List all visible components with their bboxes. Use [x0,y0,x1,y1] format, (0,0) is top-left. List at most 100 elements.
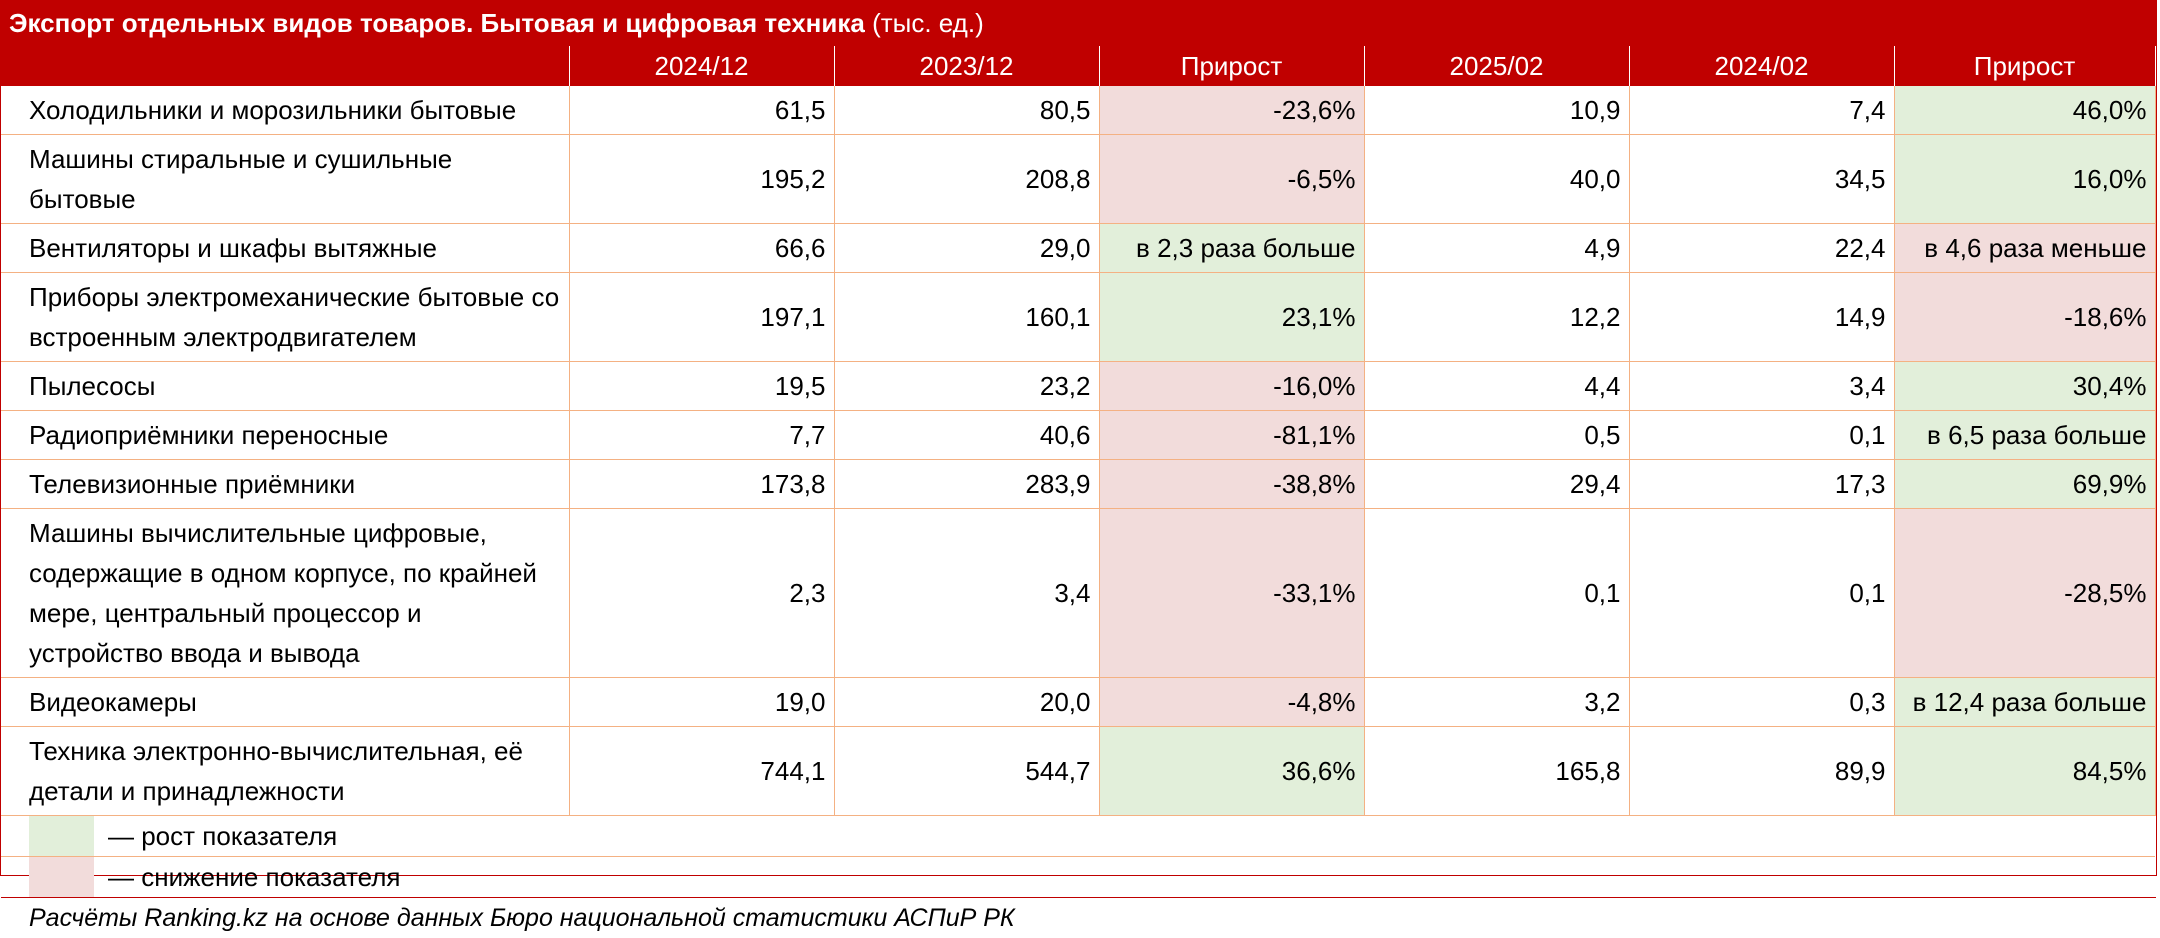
cell-value-2024-02: 3,4 [1629,361,1895,411]
legend-growth-row: — рост показателя [1,815,2155,857]
table-row: Техника электронно-вычислительная, её де… [1,726,2156,816]
cell-value-2024-02: 7,4 [1629,86,1895,135]
header-2024-02: 2024/02 [1629,46,1895,86]
cell-value-2024-02: 89,9 [1629,726,1895,816]
table-row: Приборы электромеханические бытовые со в… [1,272,2156,362]
cell-growth-1: в 2,3 раза больше [1099,223,1365,273]
header-2023-12: 2023/12 [834,46,1100,86]
cell-value-2025-02: 40,0 [1364,134,1630,224]
table-row: Видеокамеры 19,0 20,0 -4,8% 3,2 0,3 в 12,4 раз… [1,677,2156,727]
cell-value-2025-02: 0,1 [1364,508,1630,678]
row-label: Машины стиральные и сушильные бытовые [1,134,570,224]
cell-growth-2: в 12,4 раза больше [1894,677,2156,727]
header-2025-02: 2025/02 [1364,46,1630,86]
cell-value-2025-02: 0,5 [1364,410,1630,460]
cell-value-2023-12: 3,4 [834,508,1100,678]
table-body: Холодильники и морозильники бытовые 61,5 8… [1,86,2156,816]
row-label: Радиоприёмники переносные [1,410,570,460]
header-growth-1: Прирост [1099,46,1365,86]
cell-value-2025-02: 12,2 [1364,272,1630,362]
cell-value-2023-12: 283,9 [834,459,1100,509]
table-row: Телевизионные приёмники 173,8 283,9 -38,8% 2… [1,459,2156,509]
cell-growth-2: -18,6% [1894,272,2156,362]
cell-growth-1: -33,1% [1099,508,1365,678]
header-row: 2024/12 2023/12 Прирост 2025/02 2024/02 … [1,46,2156,86]
cell-value-2024-12: 19,0 [569,677,835,727]
row-label: Техника электронно-вычислительная, её де… [1,726,570,816]
cell-value-2025-02: 29,4 [1364,459,1630,509]
table-title: Экспорт отдельных видов товаров. Бытовая… [1,1,2156,46]
cell-value-2024-12: 173,8 [569,459,835,509]
row-label: Холодильники и морозильники бытовые [1,86,570,135]
cell-growth-1: -23,6% [1099,86,1365,135]
cell-growth-1: -4,8% [1099,677,1365,727]
cell-value-2025-02: 3,2 [1364,677,1630,727]
cell-value-2024-12: 195,2 [569,134,835,224]
cell-value-2024-12: 744,1 [569,726,835,816]
cell-value-2023-12: 160,1 [834,272,1100,362]
table-row: Холодильники и морозильники бытовые 61,5 8… [1,86,2156,135]
cell-growth-1: -6,5% [1099,134,1365,224]
cell-growth-2: 16,0% [1894,134,2156,224]
cell-value-2024-12: 7,7 [569,410,835,460]
cell-value-2024-02: 17,3 [1629,459,1895,509]
cell-growth-2: 30,4% [1894,361,2156,411]
cell-growth-2: в 4,6 раза меньше [1894,223,2156,273]
cell-value-2024-12: 197,1 [569,272,835,362]
cell-growth-1: -81,1% [1099,410,1365,460]
header-2024-12: 2024/12 [569,46,835,86]
row-label: Приборы электромеханические бытовые со в… [1,272,570,362]
cell-value-2023-12: 23,2 [834,361,1100,411]
row-label: Телевизионные приёмники [1,459,570,509]
cell-value-2023-12: 40,6 [834,410,1100,460]
cell-value-2024-02: 0,1 [1629,410,1895,460]
cell-value-2023-12: 20,0 [834,677,1100,727]
cell-value-2025-02: 4,9 [1364,223,1630,273]
cell-value-2023-12: 208,8 [834,134,1100,224]
cell-value-2023-12: 29,0 [834,223,1100,273]
table-row: Пылесосы 19,5 23,2 -16,0% 4,4 3,4 30,4% [1,361,2156,411]
row-label: Видеокамеры [1,677,570,727]
cell-value-2024-02: 34,5 [1629,134,1895,224]
row-label: Вентиляторы и шкафы вытяжные [1,223,570,273]
cell-value-2025-02: 165,8 [1364,726,1630,816]
cell-growth-2: -28,5% [1894,508,2156,678]
cell-growth-1: 23,1% [1099,272,1365,362]
table-row: Радиоприёмники переносные 7,7 40,6 -81,1% 0,… [1,410,2156,460]
table-row: Машины стиральные и сушильные бытовые 195… [1,134,2156,224]
table-title-main: Экспорт отдельных видов товаров. Бытовая… [9,8,865,38]
cell-value-2024-02: 0,1 [1629,508,1895,678]
cell-value-2024-12: 66,6 [569,223,835,273]
header-name [1,46,570,86]
cell-value-2024-12: 2,3 [569,508,835,678]
cell-growth-2: 69,9% [1894,459,2156,509]
cell-growth-1: -16,0% [1099,361,1365,411]
legend-decline-row: — снижение показателя [1,857,2155,897]
legend-growth-label: — рост показателя [108,820,338,851]
cell-value-2024-12: 19,5 [569,361,835,411]
row-label: Машины вычислительные цифровые, содержащ… [1,508,570,678]
data-table: 2024/12 2023/12 Прирост 2025/02 2024/02 … [1,46,2156,897]
legend-decline-label: — снижение показателя [108,861,401,892]
cell-value-2023-12: 80,5 [834,86,1100,135]
table-title-units: (тыс. ед.) [872,8,984,38]
source-note: Расчёты Ranking.kz на основе данных Бюро… [1,897,2156,937]
header-growth-2: Прирост [1894,46,2156,86]
cell-value-2025-02: 10,9 [1364,86,1630,135]
row-label: Пылесосы [1,361,570,411]
cell-value-2025-02: 4,4 [1364,361,1630,411]
cell-value-2024-02: 14,9 [1629,272,1895,362]
cell-growth-2: в 6,5 раза больше [1894,410,2156,460]
cell-value-2024-02: 22,4 [1629,223,1895,273]
cell-growth-2: 84,5% [1894,726,2156,816]
cell-growth-2: 46,0% [1894,86,2156,135]
cell-growth-1: -38,8% [1099,459,1365,509]
cell-growth-1: 36,6% [1099,726,1365,816]
table-row: Машины вычислительные цифровые, содержащ… [1,508,2156,678]
legend-decline-swatch [29,857,94,897]
legend-growth-swatch [29,816,94,856]
cell-value-2024-12: 61,5 [569,86,835,135]
table-row: Вентиляторы и шкафы вытяжные 66,6 29,0 в 2,… [1,223,2156,273]
cell-value-2024-02: 0,3 [1629,677,1895,727]
